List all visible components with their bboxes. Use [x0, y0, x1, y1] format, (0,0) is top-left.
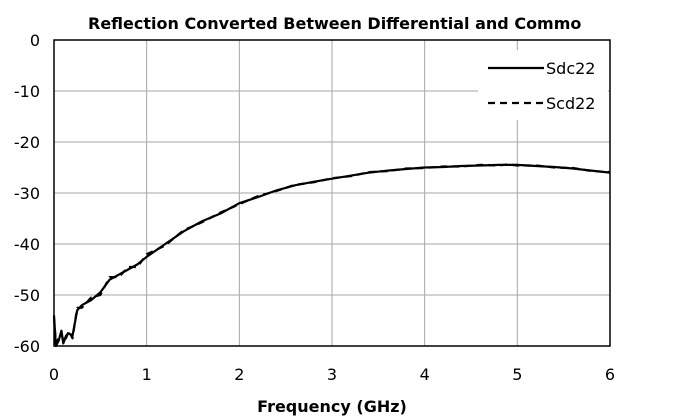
y-axis-ticks: 0 -10 -20 -30 -40 -50 -60: [14, 31, 40, 356]
x-axis-ticks: 0 1 2 3 4 5 6: [49, 365, 615, 384]
grid: [54, 40, 610, 346]
x-tick-label: 2: [234, 365, 244, 384]
y-tick-label: -50: [14, 286, 40, 305]
x-axis-label: Frequency (GHz): [257, 397, 407, 416]
legend: Sdc22 Scd22: [478, 50, 608, 120]
x-tick-label: 0: [49, 365, 59, 384]
chart-title: Reflection Converted Between Differentia…: [88, 14, 581, 33]
y-tick-label: -30: [14, 184, 40, 203]
x-tick-label: 6: [605, 365, 615, 384]
legend-box: [478, 50, 608, 120]
legend-label-sdc22: Sdc22: [546, 59, 595, 78]
x-tick-label: 4: [420, 365, 430, 384]
y-tick-label: -60: [14, 337, 40, 356]
y-tick-label: -40: [14, 235, 40, 254]
plot-area-frame: [53, 39, 611, 347]
series-line-scd22: [52, 163, 611, 345]
x-tick-label: 3: [327, 365, 337, 384]
x-tick-label: 1: [142, 365, 152, 384]
x-tick-label: 5: [512, 365, 522, 384]
y-tick-label: -20: [14, 133, 40, 152]
y-tick-label: 0: [30, 31, 40, 50]
y-tick-label: -10: [14, 82, 40, 101]
series-layer: [52, 163, 611, 348]
legend-label-scd22: Scd22: [546, 94, 595, 113]
